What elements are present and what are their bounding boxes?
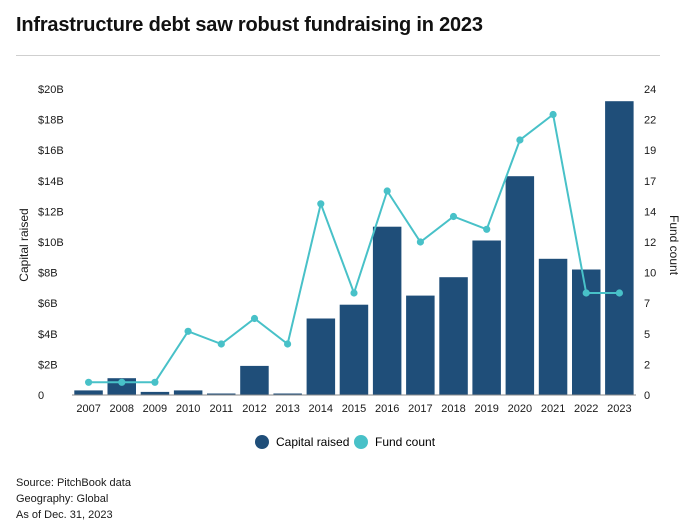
fund-count-point-2014 bbox=[317, 200, 325, 208]
fund-count-point-2017 bbox=[416, 238, 424, 246]
bar-series bbox=[74, 101, 634, 395]
right-tick-label: 0 bbox=[644, 390, 650, 402]
fund-count-point-2020 bbox=[516, 136, 524, 144]
left-tick-label: $14B bbox=[38, 176, 64, 188]
legend-label-capital: Capital raised bbox=[276, 435, 349, 449]
legend-swatch-fund-count bbox=[354, 435, 368, 449]
left-axis-ticks: 0 $2B $4B $6B $8B $10B $12B $14B $16B $18B $20B bbox=[38, 84, 64, 402]
right-axis-ticks: 0 2 5 7 10 12 14 17 19 22 24 bbox=[644, 84, 656, 402]
fund-count-point-2010 bbox=[184, 327, 192, 335]
right-tick-label: 17 bbox=[644, 176, 656, 188]
fund-count-point-2021 bbox=[549, 110, 557, 119]
fund-count-point-2012 bbox=[250, 314, 259, 323]
fund-count-point-2008 bbox=[118, 378, 126, 386]
x-tick-label: 2014 bbox=[309, 403, 333, 415]
legend: Capital raised Fund count bbox=[255, 435, 436, 449]
fund-count-point-2023 bbox=[615, 289, 624, 297]
x-tick-label: 2007 bbox=[76, 403, 100, 415]
x-axis-ticks: 2007 2008 2009 2010 2011 2012 2013 2014 2015 2016… bbox=[76, 403, 631, 415]
x-tick-label: 2019 bbox=[474, 403, 498, 415]
x-tick-label: 2013 bbox=[275, 403, 299, 415]
fund-count-point-2018 bbox=[449, 212, 458, 221]
left-tick-label: $4B bbox=[38, 329, 58, 341]
x-tick-label: 2016 bbox=[375, 403, 399, 415]
bar-2010 bbox=[173, 390, 203, 395]
right-tick-label: 2 bbox=[644, 359, 650, 371]
fund-count-point-2013 bbox=[284, 340, 292, 348]
line-series bbox=[85, 110, 624, 386]
legend-swatch-capital bbox=[255, 435, 269, 449]
left-tick-label: $6B bbox=[38, 298, 58, 310]
left-tick-label: $10B bbox=[38, 237, 64, 249]
y-axis-label: Capital raised bbox=[17, 208, 31, 281]
left-tick-label: $18B bbox=[38, 115, 64, 127]
fund-count-point-2011 bbox=[217, 340, 225, 348]
x-tick-label: 2010 bbox=[176, 403, 200, 415]
bar-2007 bbox=[74, 390, 103, 395]
fund-count-point-2019 bbox=[483, 225, 491, 233]
right-tick-label: 24 bbox=[644, 84, 656, 96]
bar-2019 bbox=[472, 240, 501, 395]
bar-2012 bbox=[240, 365, 269, 395]
chart-title: Infrastructure debt saw robust fundraisi… bbox=[16, 14, 483, 36]
x-tick-label: 2021 bbox=[541, 403, 565, 415]
x-tick-label: 2018 bbox=[441, 403, 465, 415]
bar-2016 bbox=[372, 226, 402, 395]
right-tick-label: 10 bbox=[644, 268, 656, 280]
left-tick-label: $2B bbox=[38, 359, 58, 371]
bar-2013 bbox=[273, 393, 302, 395]
right-tick-label: 7 bbox=[644, 298, 650, 310]
x-tick-label: 2020 bbox=[508, 403, 532, 415]
bar-2011 bbox=[207, 393, 236, 395]
bar-2020 bbox=[505, 176, 535, 395]
left-tick-label: $8B bbox=[38, 268, 58, 280]
bar-2015 bbox=[339, 304, 369, 395]
right-tick-label: 14 bbox=[644, 206, 656, 218]
x-tick-label: 2011 bbox=[209, 403, 233, 415]
left-tick-label: $20B bbox=[38, 84, 64, 96]
right-tick-label: 12 bbox=[644, 237, 656, 249]
footer-geography: Geography: Global bbox=[16, 493, 109, 505]
legend-label-fund-count: Fund count bbox=[375, 435, 436, 449]
left-tick-label: $12B bbox=[38, 206, 64, 218]
bar-2009 bbox=[140, 391, 170, 395]
fund-count-point-2009 bbox=[151, 378, 159, 386]
x-tick-label: 2015 bbox=[342, 403, 366, 415]
footer-source: Source: PitchBook data bbox=[16, 477, 131, 489]
bar-2021 bbox=[538, 258, 568, 395]
fund-count-point-2007 bbox=[85, 378, 93, 386]
left-tick-label: $16B bbox=[38, 145, 64, 157]
fund-count-point-2022 bbox=[582, 289, 590, 297]
y2-axis-label: Fund count bbox=[667, 215, 681, 276]
right-tick-label: 22 bbox=[644, 115, 656, 127]
right-tick-label: 5 bbox=[644, 329, 650, 341]
fund-count-point-2016 bbox=[383, 187, 391, 195]
footer-as-of: As of Dec. 31, 2023 bbox=[16, 509, 113, 521]
x-tick-label: 2022 bbox=[574, 403, 598, 415]
x-tick-label: 2017 bbox=[408, 403, 432, 415]
x-tick-label: 2012 bbox=[242, 403, 266, 415]
bar-2023 bbox=[605, 101, 634, 395]
left-tick-label: 0 bbox=[38, 390, 44, 402]
bar-2017 bbox=[406, 295, 435, 395]
bar-2014 bbox=[306, 318, 336, 395]
fund-count-point-2015 bbox=[350, 289, 358, 297]
x-tick-label: 2008 bbox=[110, 403, 134, 415]
x-tick-label: 2009 bbox=[143, 403, 167, 415]
title-divider bbox=[16, 55, 660, 56]
x-tick-label: 2023 bbox=[607, 403, 631, 415]
right-tick-label: 19 bbox=[644, 145, 656, 157]
bar-2018 bbox=[439, 277, 468, 395]
